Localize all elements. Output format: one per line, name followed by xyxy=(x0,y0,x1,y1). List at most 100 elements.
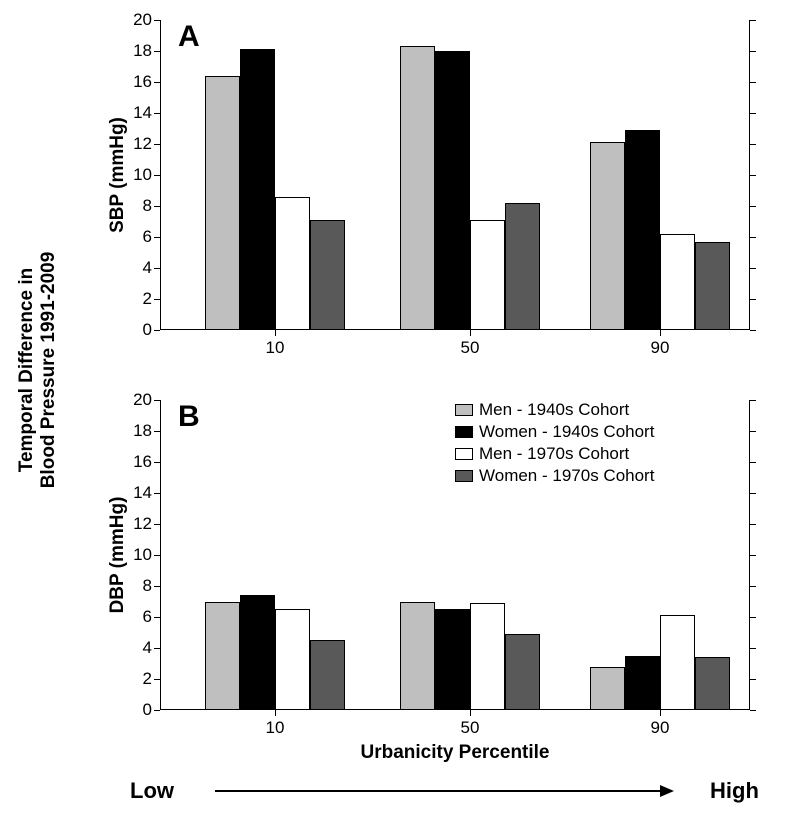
y-tick-right xyxy=(750,431,756,432)
bar xyxy=(310,220,345,330)
x-tick-label: 10 xyxy=(266,710,285,738)
panel-ylabel: DBP (mmHg) xyxy=(107,497,129,614)
legend-swatch xyxy=(455,426,473,438)
y-tick-label: 0 xyxy=(143,700,160,720)
y-tick-label: 2 xyxy=(143,289,160,309)
y-tick-label: 8 xyxy=(143,196,160,216)
legend-label: Men - 1970s Cohort xyxy=(479,444,629,464)
panel-letter: A xyxy=(178,20,200,54)
bar xyxy=(660,234,695,330)
y-axis-line xyxy=(160,400,161,710)
panel-a: 02468101214161820105090ASBP (mmHg) xyxy=(160,20,750,330)
bar xyxy=(275,197,310,330)
y-tick-label: 10 xyxy=(133,165,160,185)
legend-item: Women - 1940s Cohort xyxy=(455,422,654,442)
y-tick-right xyxy=(750,679,756,680)
bar xyxy=(435,51,470,330)
y-tick-label: 12 xyxy=(133,514,160,534)
y-tick-right xyxy=(750,617,756,618)
legend: Men - 1940s CohortWomen - 1940s CohortMe… xyxy=(455,400,654,488)
high-label: High xyxy=(710,778,759,804)
y-tick-right xyxy=(750,648,756,649)
y-tick-right xyxy=(750,82,756,83)
overall-ylabel: Temporal Difference in Blood Pressure 19… xyxy=(16,252,60,489)
y-tick-right xyxy=(750,51,756,52)
y-tick-right xyxy=(750,113,756,114)
y-tick-label: 18 xyxy=(133,41,160,61)
y-tick-label: 0 xyxy=(143,320,160,340)
bar xyxy=(205,602,240,711)
overall-ylabel-l1: Temporal Difference in xyxy=(16,268,37,472)
bar xyxy=(310,640,345,710)
y-axis-line xyxy=(160,20,161,330)
bar xyxy=(205,76,240,330)
y-tick-label: 4 xyxy=(143,258,160,278)
x-tick-label: 50 xyxy=(461,330,480,358)
legend-label: Men - 1940s Cohort xyxy=(479,400,629,420)
bar xyxy=(590,142,625,330)
bar xyxy=(660,615,695,710)
y-tick-label: 18 xyxy=(133,421,160,441)
bar xyxy=(625,130,660,330)
bar xyxy=(275,609,310,710)
bar xyxy=(400,46,435,330)
bar xyxy=(590,667,625,710)
low-label: Low xyxy=(130,778,174,804)
bar xyxy=(470,220,505,330)
y-tick-right xyxy=(750,237,756,238)
y-tick-right xyxy=(750,524,756,525)
panel-ylabel: SBP (mmHg) xyxy=(107,117,129,233)
bar xyxy=(240,49,275,330)
y-tick-right xyxy=(750,586,756,587)
bar xyxy=(695,657,730,710)
legend-swatch xyxy=(455,470,473,482)
legend-swatch xyxy=(455,404,473,416)
y-tick-right xyxy=(750,268,756,269)
y-tick-right xyxy=(750,400,756,401)
y-tick-right xyxy=(750,20,756,21)
figure-root: Temporal Difference in Blood Pressure 19… xyxy=(0,0,800,821)
y-tick-right xyxy=(750,299,756,300)
legend-item: Men - 1940s Cohort xyxy=(455,400,654,420)
overall-ylabel-l2: Blood Pressure 1991-2009 xyxy=(38,252,59,489)
x-tick-label: 90 xyxy=(651,330,670,358)
legend-item: Women - 1970s Cohort xyxy=(455,466,654,486)
y-tick-right xyxy=(750,462,756,463)
y-tick-label: 16 xyxy=(133,452,160,472)
x-tick-label: 50 xyxy=(461,710,480,738)
bar xyxy=(695,242,730,330)
legend-item: Men - 1970s Cohort xyxy=(455,444,654,464)
y-tick-label: 4 xyxy=(143,638,160,658)
bar xyxy=(240,595,275,710)
y-tick-label: 16 xyxy=(133,72,160,92)
bar xyxy=(400,602,435,711)
y-tick-label: 20 xyxy=(133,10,160,30)
arrow-icon xyxy=(215,790,660,792)
legend-label: Women - 1970s Cohort xyxy=(479,466,654,486)
y-tick-label: 14 xyxy=(133,103,160,123)
y-tick-right xyxy=(750,493,756,494)
y-tick-label: 12 xyxy=(133,134,160,154)
legend-swatch xyxy=(455,448,473,460)
y-tick-right xyxy=(750,144,756,145)
legend-label: Women - 1940s Cohort xyxy=(479,422,654,442)
y-tick-right xyxy=(750,710,756,711)
y-tick-label: 14 xyxy=(133,483,160,503)
bar xyxy=(505,634,540,710)
x-tick-label: 10 xyxy=(266,330,285,358)
y-tick-right xyxy=(750,206,756,207)
x-axis-label: Urbanicity Percentile xyxy=(360,742,549,764)
y-tick-right xyxy=(750,555,756,556)
y-tick-right xyxy=(750,330,756,331)
y-tick-label: 2 xyxy=(143,669,160,689)
bar xyxy=(505,203,540,330)
bar xyxy=(435,609,470,710)
bar xyxy=(470,603,505,710)
y-tick-right xyxy=(750,175,756,176)
y-tick-label: 20 xyxy=(133,390,160,410)
y-tick-label: 6 xyxy=(143,607,160,627)
x-tick-label: 90 xyxy=(651,710,670,738)
panel-letter: B xyxy=(178,400,200,434)
y-tick-label: 6 xyxy=(143,227,160,247)
y-tick-label: 8 xyxy=(143,576,160,596)
